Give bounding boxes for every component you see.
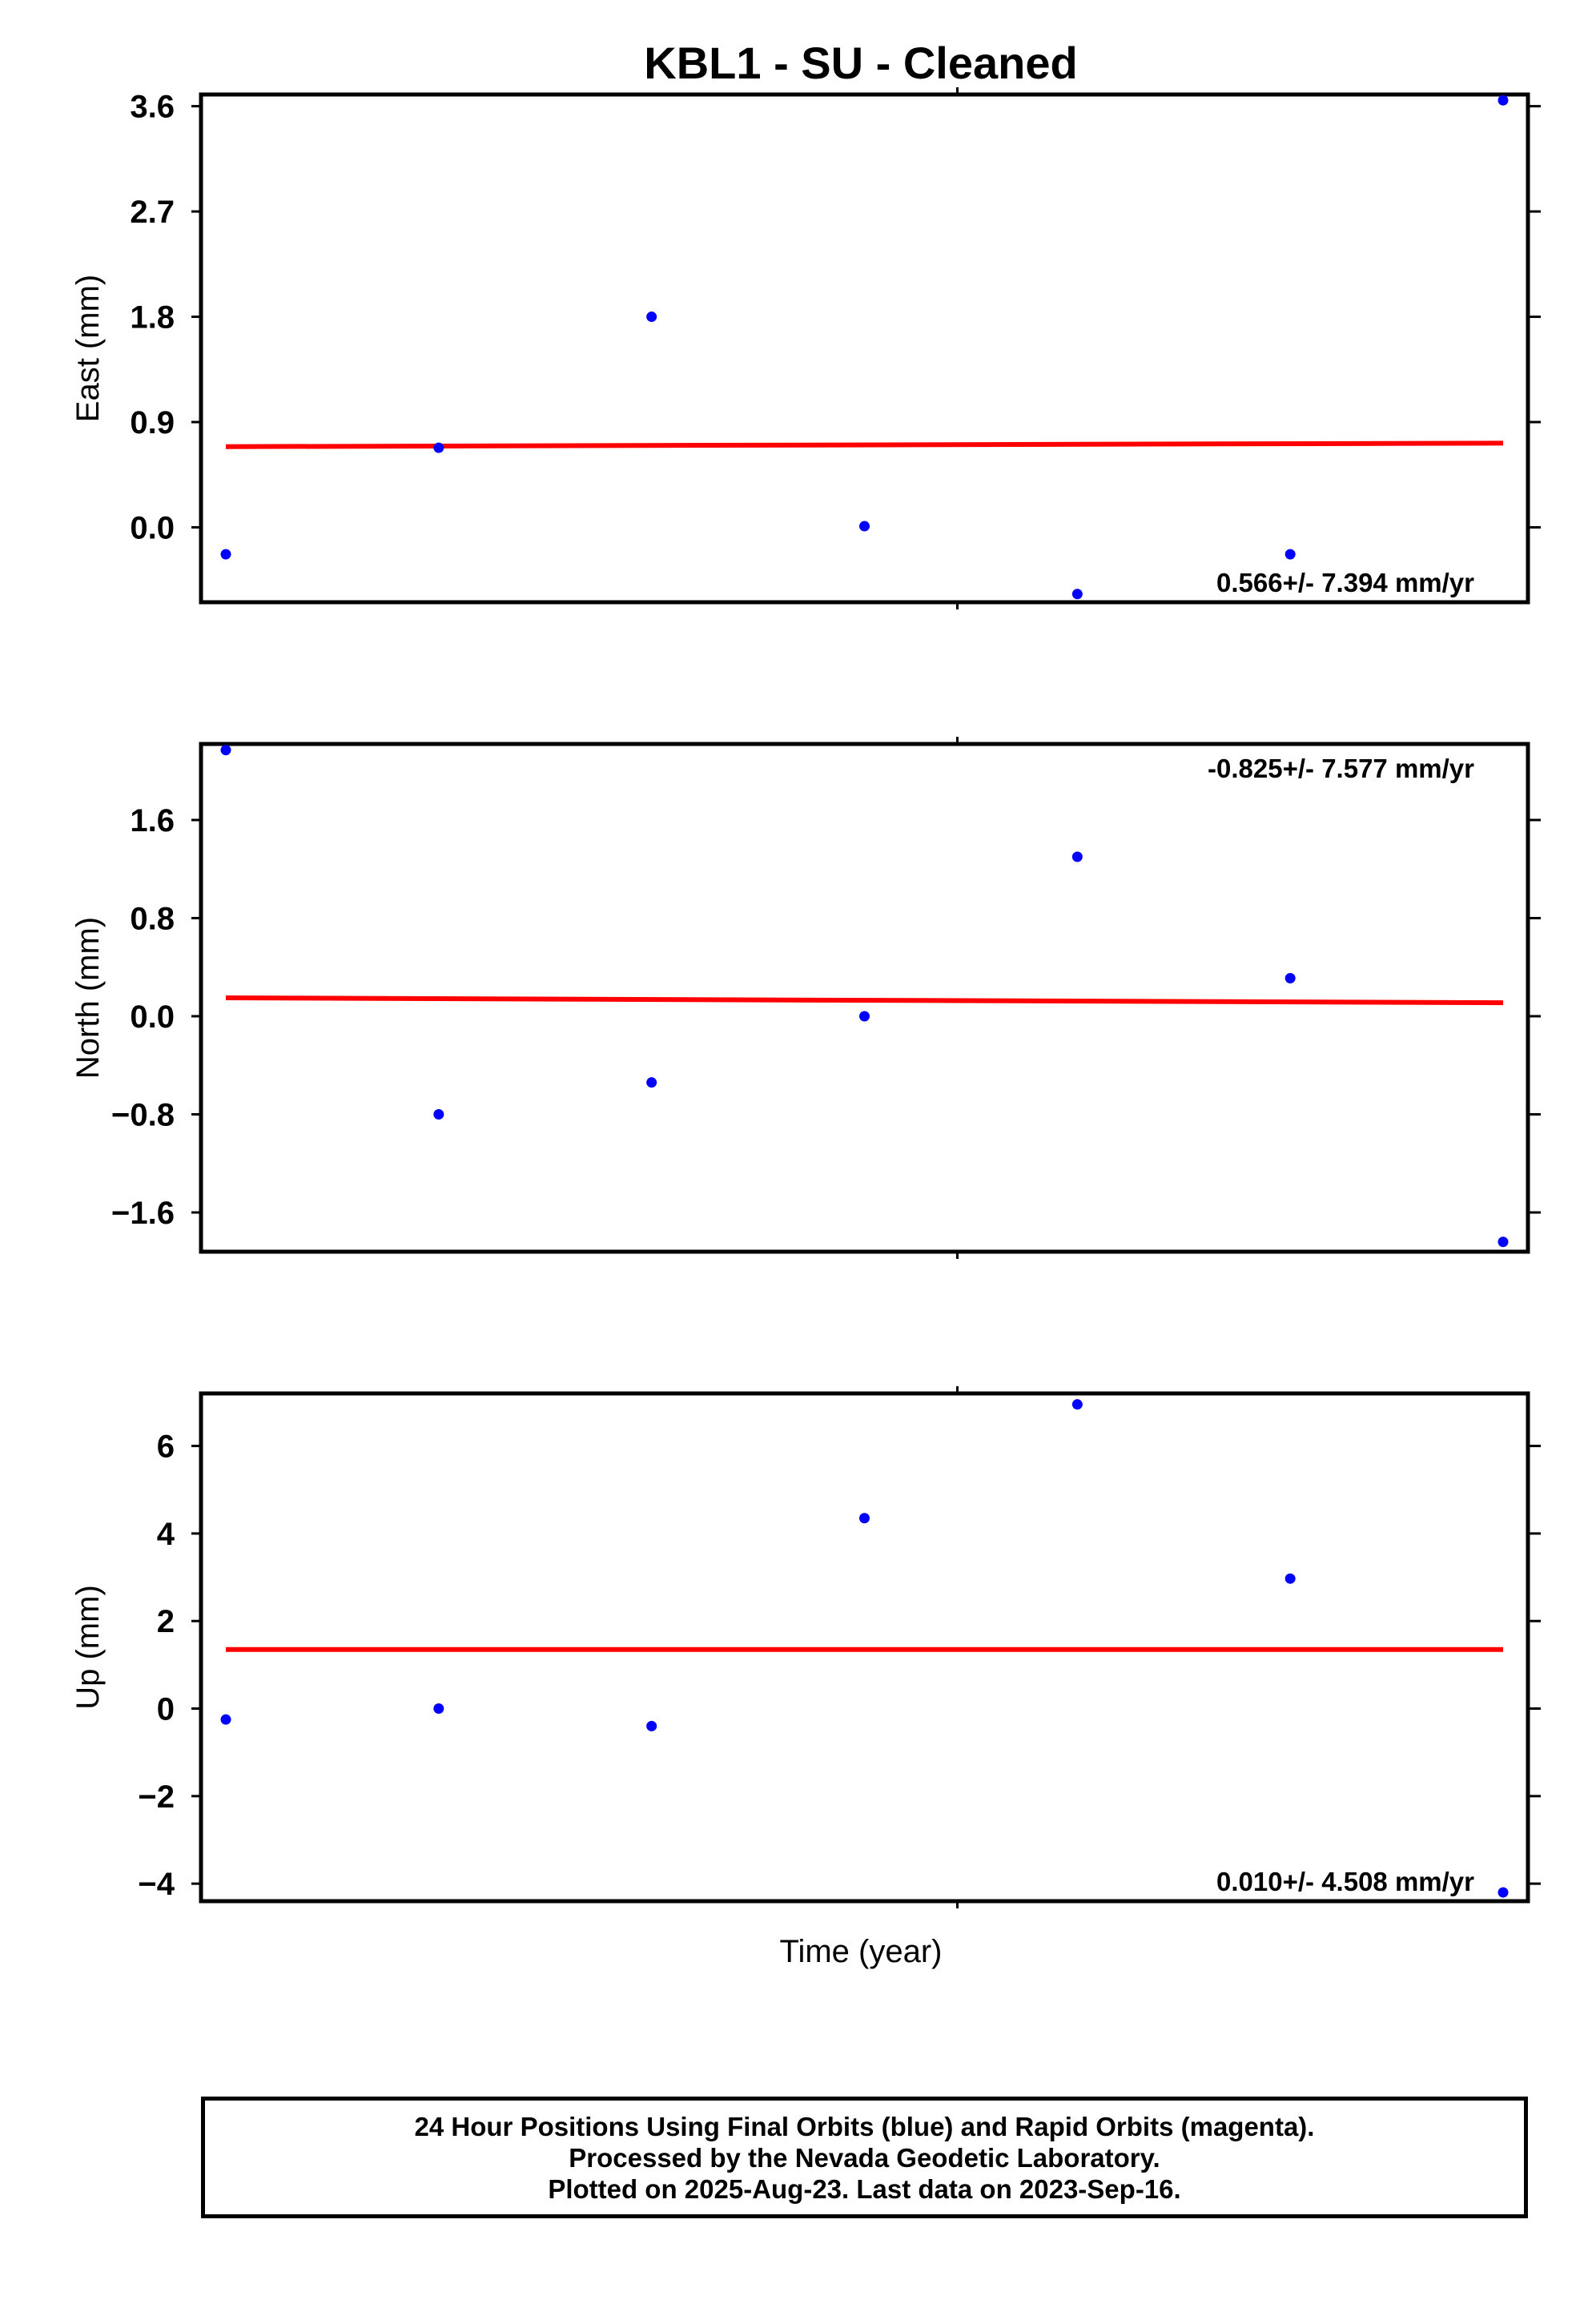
east-data-point [646,312,657,323]
east-y-tick-label: 0.9 [130,405,175,440]
up-data-point [646,1720,657,1731]
up-y-tick-label: 4 [157,1517,175,1552]
east-velocity-rate: 0.566+/- 7.394 mm/yr [1216,568,1474,597]
footer-line-processed: Processed by the Nevada Geodetic Laborat… [569,2142,1160,2173]
east-panel: 3.6 2.7 1.8 0.9 0.0 East (mm) 0.566+/- 7.394 m… [70,87,1541,609]
footer-line-orbits: 24 Hour Positions Using Final Orbits (bl… [414,2111,1315,2141]
north-velocity-rate: -0.825+/- 7.577 mm/yr [1208,754,1474,783]
north-y-tick-label: −0.8 [111,1097,175,1132]
north-data-point [1498,1236,1509,1248]
east-trend-line [225,440,1504,449]
north-plot-frame [199,742,1530,1254]
north-y-tick-label: 0.8 [130,901,175,936]
up-plot-frame [199,1391,1530,1904]
up-y-tick-label: 2 [157,1604,175,1639]
north-data-point [859,1011,870,1022]
up-y-tick-label: 6 [157,1429,175,1465]
east-data-point [1284,549,1296,560]
up-data-point [1071,1399,1083,1410]
up-y-tick-label: −2 [138,1779,175,1815]
north-data-point [646,1077,657,1088]
north-panel: 1.6 0.8 0.0 −0.8 −1.6 North (mm) -0.825+/- 7.5… [70,737,1541,1259]
north-y-axis-label: North (mm) [70,917,106,1079]
north-data-point [220,745,231,756]
footer-info-box: 24 Hour Positions Using Final Orbits (bl… [201,2097,1528,2218]
up-velocity-rate: 0.010+/- 4.508 mm/yr [1216,1867,1474,1896]
north-data-point [1284,972,1296,983]
up-y-tick-label: 0 [157,1692,175,1727]
east-y-tick-label: 2.7 [130,195,175,230]
chart-title: KBL1 - SU - Cleaned [644,38,1077,88]
east-data-point [859,521,870,532]
north-y-tick-label: 0.0 [130,999,175,1035]
north-y-tick-label: −1.6 [111,1196,175,1231]
east-data-point [1498,94,1509,106]
east-data-point [433,442,444,453]
east-data-point [1071,589,1083,600]
east-data-point [220,549,231,560]
east-y-tick-label: 3.6 [130,90,175,125]
footer-line-plotted: Plotted on 2025-Aug-23. Last data on 202… [548,2173,1181,2204]
north-data-point [433,1108,444,1120]
east-y-tick-label: 0.0 [130,511,175,546]
north-trend-line [225,995,1504,1006]
east-y-tick-label: 1.8 [130,300,175,336]
east-plot-frame [199,92,1530,605]
up-data-point [859,1513,870,1524]
up-data-point [1498,1887,1509,1898]
up-data-point [1284,1573,1296,1584]
north-data-point [1071,851,1083,862]
up-data-point [433,1703,444,1715]
up-panel: 6 4 2 0 −2 −4 Up (mm) 0.010+/- 4.508 mm/yr [70,1386,1541,1908]
up-data-point [220,1714,231,1725]
east-y-axis-label: East (mm) [70,275,106,422]
up-y-tick-label: −4 [138,1867,175,1902]
up-y-axis-label: Up (mm) [70,1585,106,1710]
north-y-tick-label: 1.6 [130,803,175,838]
x-axis-label: Time (year) [780,1934,943,1969]
